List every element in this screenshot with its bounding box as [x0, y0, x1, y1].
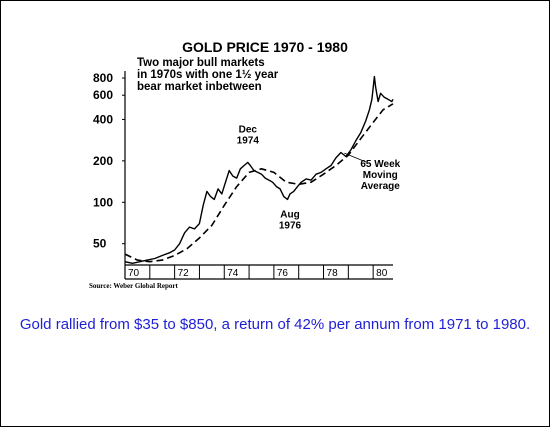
annotation-line: Average [361, 181, 401, 192]
annotation-line: 65 Week [360, 159, 400, 170]
moving-average-line [124, 103, 394, 263]
annotation-line: Moving [363, 170, 398, 181]
annotation-label: Aug 1976 [279, 209, 302, 231]
chart-subtitle: Two major bull markets in 1970s with one… [137, 57, 281, 93]
subtitle-line-2: in 1970s with one 1½ year [137, 69, 279, 81]
caption: Gold rallied from $35 to $850, a return … [19, 316, 531, 333]
annotation-label: Dec 1974 [237, 124, 260, 146]
gold-price-chart: GOLD PRICE 1970 - 1980 Two major bull ma… [89, 39, 401, 290]
x-tick-label: 74 [227, 268, 239, 279]
y-tick-label: 100 [93, 195, 113, 209]
x-tick-label: 72 [178, 268, 190, 279]
x-tick-label: 70 [128, 268, 140, 279]
chart-title: GOLD PRICE 1970 - 1980 [182, 39, 348, 55]
x-tick-label: 76 [277, 268, 289, 279]
annotation-line: 1974 [237, 135, 260, 146]
y-tick-label: 400 [93, 112, 113, 126]
annotation-label: 65 Week Moving Average [360, 159, 400, 192]
y-tick-label: 600 [93, 88, 113, 102]
annotation-line: Aug [280, 209, 299, 220]
y-tick-label: 800 [93, 71, 113, 85]
subtitle-line-3: bear market inbetween [137, 81, 262, 93]
y-tick-label: 50 [93, 237, 107, 251]
source-note: Source: Weber Global Report [89, 282, 179, 290]
annotation-line: 1976 [279, 220, 302, 231]
x-tick-label: 80 [376, 268, 388, 279]
annotation-line: Dec [239, 124, 258, 135]
gold-price-line [124, 75, 394, 264]
subtitle-line-1: Two major bull markets [137, 57, 265, 69]
annotation-leader [344, 152, 367, 163]
y-tick-label: 200 [93, 154, 113, 168]
x-tick-label: 78 [327, 268, 339, 279]
